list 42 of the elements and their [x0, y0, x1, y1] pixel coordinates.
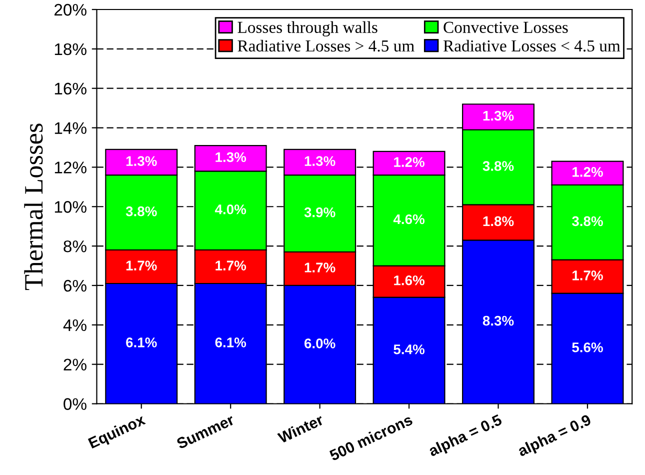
data-label: 1.7%	[126, 260, 157, 270]
x-tick-label: alpha = 0.9	[516, 414, 593, 460]
data-label: 3.8%	[572, 216, 603, 226]
data-label: 1.3%	[216, 152, 246, 162]
data-label: 1.3%	[304, 156, 336, 166]
y-tick-label: 16%	[54, 82, 86, 95]
data-label: 3.9%	[304, 207, 336, 218]
y-tick-label: 18%	[54, 43, 86, 56]
data-label: 8.3%	[482, 316, 514, 326]
data-label: 3.8%	[482, 161, 514, 171]
y-tick-label: 8%	[64, 240, 86, 252]
data-label: 6.0%	[304, 338, 336, 348]
data-label: 1.7%	[572, 270, 603, 280]
data-label: 1.3%	[483, 110, 514, 121]
y-tick-label: 14%	[54, 122, 86, 134]
legend-label: Radiative Losses < 4.5 um	[443, 40, 620, 52]
y-tick-label: 20%	[54, 4, 86, 16]
data-label: 5.6%	[572, 342, 603, 352]
data-label: 1.8%	[483, 216, 514, 226]
data-label: 6.1%	[126, 338, 157, 348]
data-label: 5.4%	[394, 344, 424, 354]
data-label: 3.8%	[126, 206, 157, 216]
legend-label: Radiative Losses > 4.5 um	[238, 40, 414, 52]
data-label: 1.3%	[126, 156, 157, 166]
y-tick-label: 12%	[54, 162, 86, 174]
legend-label: Convective Losses	[444, 22, 568, 33]
data-label: 1.2%	[572, 167, 603, 177]
data-label: 1.7%	[216, 260, 246, 270]
y-tick-label: 10%	[54, 201, 86, 213]
legend-label: Losses through walls	[238, 21, 378, 36]
y-tick-label: 2%	[64, 358, 86, 370]
y-tick-label: 0%	[64, 398, 86, 410]
x-tick-label: alpha = 0.5	[427, 414, 504, 460]
data-label: 1.2%	[394, 157, 424, 167]
y-tick-label: 4%	[63, 319, 86, 332]
y-tick-label: 6%	[64, 280, 86, 292]
y-axis-title: Thermal Losses	[24, 124, 43, 290]
data-label: 6.1%	[215, 338, 246, 348]
data-label: 1.6%	[394, 275, 424, 286]
data-label: 1.7%	[304, 262, 336, 272]
data-label: 4.0%	[214, 204, 246, 214]
data-label: 4.6%	[393, 214, 424, 224]
